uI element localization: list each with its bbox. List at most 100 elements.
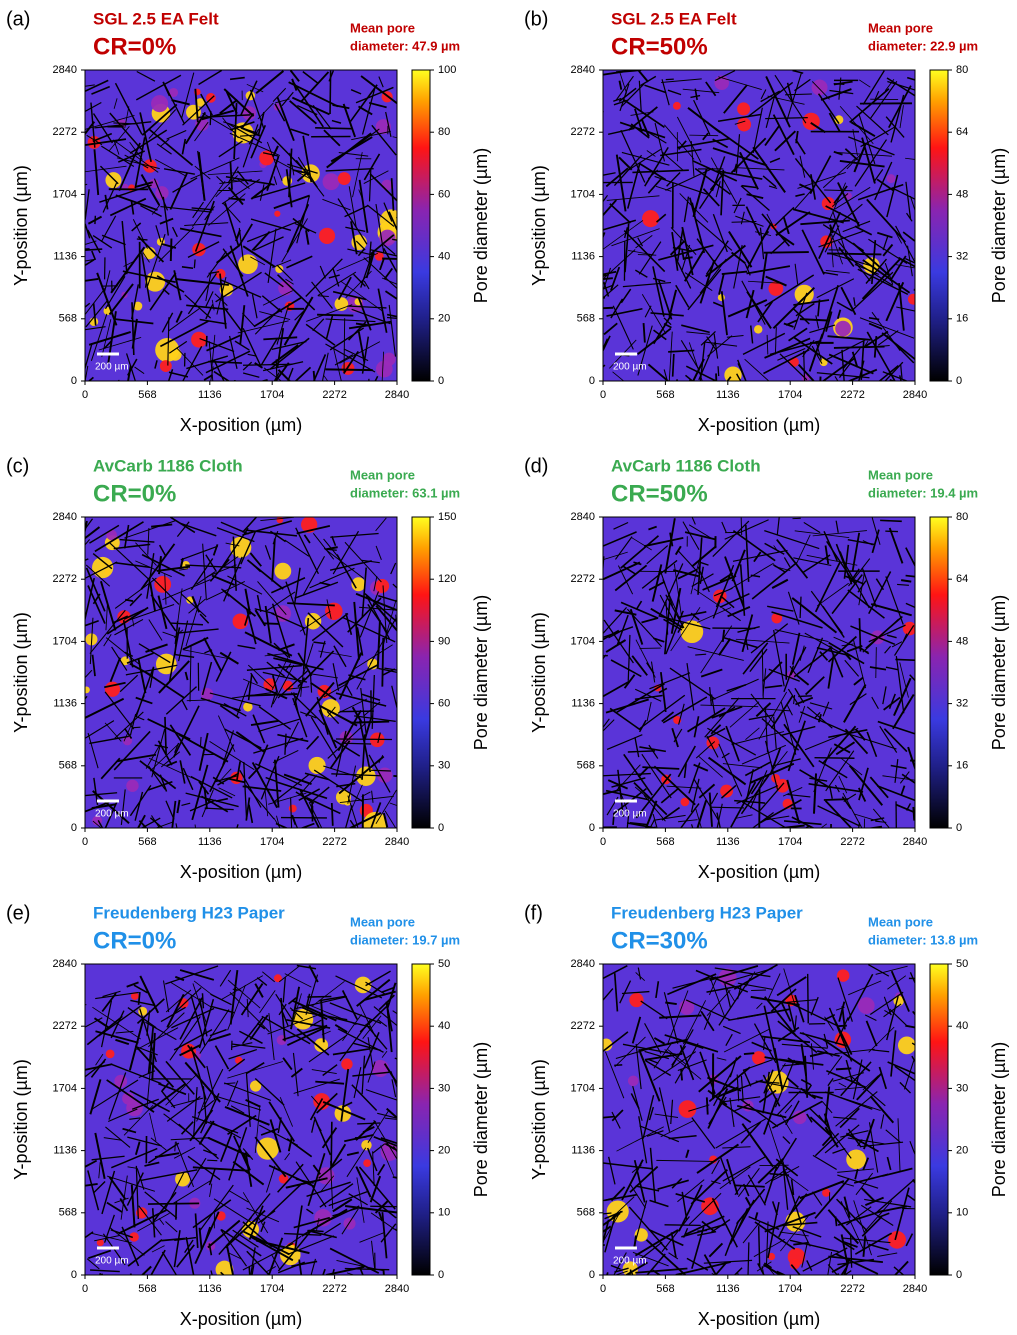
colorbar-tick-label: 64 xyxy=(956,126,968,138)
annotation: Mean pore xyxy=(350,914,415,929)
fiber xyxy=(235,380,236,390)
annotation: diameter: 13.8 µm xyxy=(868,932,978,947)
y-tick-label: 568 xyxy=(59,313,77,325)
pore xyxy=(908,294,919,305)
y-tick-label: 0 xyxy=(71,1269,77,1281)
pore xyxy=(887,174,896,183)
fiber xyxy=(371,770,391,771)
fiber xyxy=(397,1255,409,1263)
panel-subtitle: CR=0% xyxy=(93,33,176,60)
annotation: diameter: 19.4 µm xyxy=(868,485,978,500)
colorbar-tick-label: 16 xyxy=(956,760,968,772)
y-tick-label: 568 xyxy=(577,1207,595,1219)
annotation: Mean pore xyxy=(868,20,933,35)
x-tick-label: 2272 xyxy=(840,1283,864,1295)
colorbar-tick-label: 60 xyxy=(438,188,450,200)
y-tick-label: 1704 xyxy=(53,1082,77,1094)
scale-bar-label: 200 µm xyxy=(613,362,647,373)
x-tick-label: 1704 xyxy=(260,1283,284,1295)
colorbar-tick-label: 40 xyxy=(438,251,450,263)
colorbar-tick-label: 90 xyxy=(438,635,450,647)
fiber xyxy=(132,727,141,728)
fiber xyxy=(665,1225,701,1226)
colorbar-tick-label: 16 xyxy=(956,313,968,325)
y-tick-label: 1704 xyxy=(571,1082,595,1094)
annotation: diameter: 47.9 µm xyxy=(350,38,460,53)
pore xyxy=(151,95,168,112)
colorbar-tick-label: 0 xyxy=(438,375,444,387)
colorbar xyxy=(412,517,430,828)
y-tick-label: 568 xyxy=(59,1207,77,1219)
panel-label: (e) xyxy=(6,902,30,924)
colorbar xyxy=(930,964,948,1275)
y-tick-label: 1136 xyxy=(53,698,77,710)
fiber xyxy=(764,252,809,253)
y-tick-label: 2272 xyxy=(53,1020,77,1032)
pore xyxy=(275,563,292,580)
x-tick-label: 2272 xyxy=(840,389,864,401)
colorbar-tick-label: 20 xyxy=(438,313,450,325)
y-tick-label: 2272 xyxy=(571,573,595,585)
colorbar-tick-label: 80 xyxy=(438,126,450,138)
x-tick-label: 0 xyxy=(600,1283,606,1295)
y-axis-label: Y-position (µm) xyxy=(11,1059,31,1180)
pore xyxy=(160,360,172,372)
x-tick-label: 2272 xyxy=(322,389,346,401)
panel: 200 µm0568113617042272284005681136170422… xyxy=(6,455,491,881)
fiber xyxy=(202,993,203,1008)
fiber xyxy=(798,696,812,697)
pore xyxy=(341,1058,352,1069)
y-tick-label: 568 xyxy=(577,313,595,325)
fiber xyxy=(331,1122,332,1166)
fiber xyxy=(880,520,902,521)
fiber xyxy=(838,1026,847,1027)
y-tick-label: 0 xyxy=(71,375,77,387)
colorbar-tick-label: 32 xyxy=(956,251,968,263)
colorbar-tick-label: 10 xyxy=(956,1207,968,1219)
pore xyxy=(238,254,258,274)
annotation: Mean pore xyxy=(350,467,415,482)
pore xyxy=(323,173,340,190)
pore xyxy=(355,977,372,994)
y-tick-label: 1704 xyxy=(53,188,77,200)
x-tick-label: 1136 xyxy=(198,836,222,848)
pore xyxy=(629,993,643,1007)
colorbar-tick-label: 150 xyxy=(438,511,456,523)
y-tick-label: 1704 xyxy=(571,188,595,200)
pore xyxy=(376,361,393,378)
x-axis-label: X-position (µm) xyxy=(698,862,820,882)
x-axis-label: X-position (µm) xyxy=(698,1309,820,1329)
fiber xyxy=(673,354,674,377)
panel-title: Freudenberg H23 Paper xyxy=(93,903,285,922)
y-tick-label: 2272 xyxy=(53,573,77,585)
x-tick-label: 1136 xyxy=(198,389,222,401)
y-tick-label: 2840 xyxy=(571,958,595,970)
panel-title: SGL 2.5 EA Felt xyxy=(93,9,219,28)
fiber xyxy=(759,1226,760,1267)
x-tick-label: 1704 xyxy=(778,1283,802,1295)
pore-map xyxy=(573,517,956,878)
fiber xyxy=(681,1069,682,1081)
y-tick-label: 1704 xyxy=(571,635,595,647)
fiber xyxy=(744,1053,754,1054)
pore xyxy=(257,1138,279,1160)
fiber xyxy=(644,323,645,342)
y-axis-label: Y-position (µm) xyxy=(529,612,549,733)
panel-subtitle: CR=0% xyxy=(93,927,176,954)
y-tick-label: 1704 xyxy=(53,635,77,647)
fiber xyxy=(382,259,409,260)
y-axis-label: Y-position (µm) xyxy=(11,165,31,286)
panel-label: (b) xyxy=(524,8,548,30)
annotation: Mean pore xyxy=(350,20,415,35)
pore xyxy=(903,622,917,636)
x-tick-label: 568 xyxy=(138,1283,156,1295)
x-tick-label: 2272 xyxy=(840,836,864,848)
colorbar-tick-label: 80 xyxy=(956,511,968,523)
scale-bar-label: 200 µm xyxy=(613,809,647,820)
pore xyxy=(858,997,875,1014)
colorbar-tick-label: 0 xyxy=(956,822,962,834)
x-tick-label: 1704 xyxy=(260,389,284,401)
y-tick-label: 2272 xyxy=(571,126,595,138)
fiber xyxy=(914,290,930,291)
